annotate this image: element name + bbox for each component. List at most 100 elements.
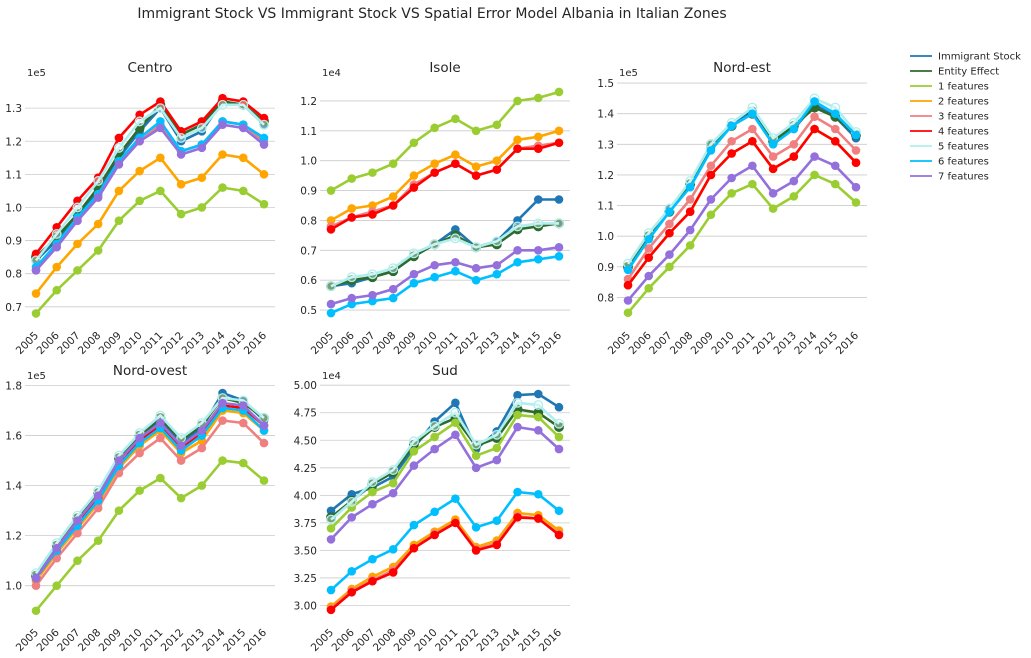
data-point [156,186,165,196]
data-point [409,520,419,530]
data-point [156,97,165,106]
x-tick-label: 2006 [34,329,62,357]
data-point [114,160,124,169]
x-tick-label: 2005 [309,330,336,357]
data-point [429,239,440,250]
data-point [409,278,419,288]
data-point [706,170,716,180]
data-point [218,398,227,408]
data-point [471,463,481,473]
data-point [471,439,482,450]
series-5-features [326,218,564,292]
series-4-features [623,124,861,290]
data-point [409,171,419,180]
data-point [409,543,419,553]
data-point [52,242,62,252]
data-point [768,140,778,149]
data-point [388,159,398,168]
x-tick-label: 2013 [475,627,502,654]
x-tick-label: 2012 [454,330,481,357]
data-point [830,109,840,118]
data-point [218,416,227,425]
data-point [238,401,248,410]
series-line [330,90,560,192]
y-tick-label: 1.1 [300,126,317,138]
data-point [430,432,439,442]
data-point [326,605,336,615]
data-point [197,481,207,490]
x-tick-label: 2011 [730,330,757,357]
data-point [830,124,840,134]
data-point [135,486,144,495]
data-point [155,410,166,421]
series-3-features [31,416,269,591]
data-point [93,536,103,545]
data-point [471,171,481,180]
x-tick-label: 2009 [97,330,124,357]
series-line [626,97,857,265]
x-tick-label: 2016 [834,329,862,357]
data-point [533,132,543,142]
data-point [197,173,207,182]
data-point [176,136,186,146]
data-point [326,186,336,195]
data-point [93,491,103,500]
y-tick-label: 1.0 [300,156,317,168]
data-point [259,170,269,179]
data-point [513,487,522,497]
x-tick-label: 2009 [689,330,716,357]
data-point [830,136,840,146]
data-point [471,522,481,532]
data-point [513,390,522,400]
data-point [685,241,695,250]
x-tick-label: 2007 [647,330,674,357]
data-point [492,269,502,279]
data-point [685,182,695,192]
y-tick-label: 1.4 [5,481,22,493]
x-tick-label: 2008 [371,330,398,357]
data-point [135,196,144,206]
data-point [554,530,564,540]
data-point [176,456,186,465]
x-tick-label: 2015 [516,330,543,357]
data-point [554,418,564,429]
data-point [492,516,502,525]
data-point [52,553,62,563]
data-point [113,142,124,153]
x-tick-label: 2006 [626,329,654,357]
y-tick-label: 0.7 [5,302,22,314]
data-point [810,97,819,106]
x-tick-label: 2005 [309,627,336,654]
data-point [471,126,481,136]
data-point [830,161,840,171]
data-point [554,218,564,229]
series-5-features [31,99,269,266]
data-point [748,109,757,118]
data-point [347,567,357,576]
series-line [627,173,857,314]
data-point [347,587,357,597]
panel-centro: Centro1e50.70.80.91.01.11.21.32005200620… [5,60,275,357]
legend-label: 3 features [938,112,989,123]
series-1-features [31,183,269,318]
data-point [176,132,187,143]
data-point [513,144,522,154]
data-point [156,123,165,133]
data-point [409,138,419,148]
data-point [388,488,398,498]
data-point [451,494,460,503]
y-tick-label: 1.2 [300,96,317,108]
y-tick-label: 1.3 [597,139,614,151]
series-7-features [623,152,861,305]
data-point [644,244,654,253]
data-point [114,456,124,465]
x-tick-label: 2014 [495,626,523,654]
y-tick-label: 4.00 [294,490,317,502]
x-tick-label: 2010 [117,330,144,357]
data-point [706,195,716,204]
data-point [31,581,41,591]
data-point [52,262,62,272]
x-tick-label: 2012 [454,627,481,654]
data-point [665,262,674,272]
data-point [492,455,502,465]
